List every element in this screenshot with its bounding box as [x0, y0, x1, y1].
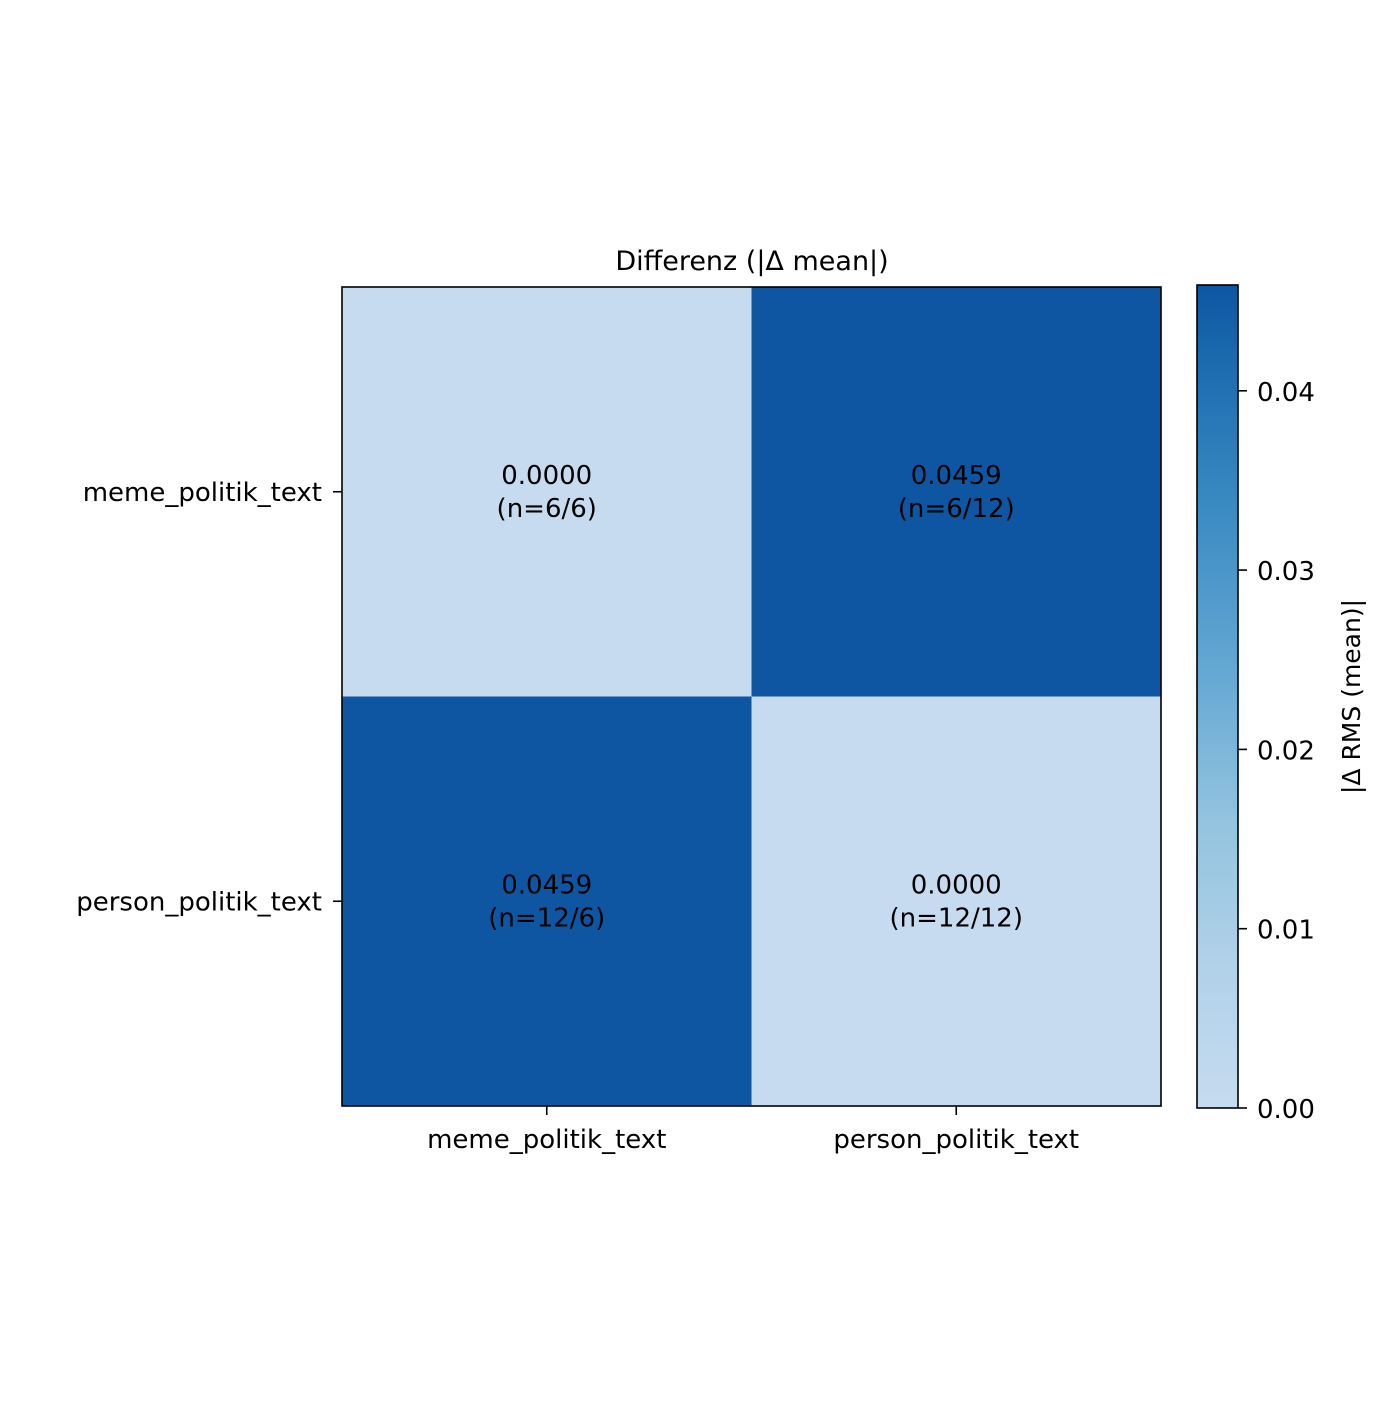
x-tick-label: person_politik_text	[833, 1125, 1079, 1155]
cell-value-label: 0.0459	[501, 870, 592, 900]
cell-count-label: (n=12/6)	[488, 903, 605, 933]
colorbar-gradient	[1197, 285, 1238, 1108]
colorbar-tick-label: 0.04	[1257, 378, 1315, 408]
heatmap-cells: 0.0000(n=6/6)0.0459(n=6/12)0.0459(n=12/6…	[342, 287, 1162, 1107]
colorbar-tick-label: 0.02	[1257, 736, 1315, 766]
colorbar-tick-label: 0.03	[1257, 557, 1315, 587]
cell-count-label: (n=12/12)	[890, 903, 1023, 933]
colorbar-label: |Δ RMS (mean)|	[1337, 599, 1366, 794]
heatmap-cell	[751, 696, 1162, 1107]
y-tick-label: person_politik_text	[76, 887, 322, 917]
heatmap-cell	[342, 696, 752, 1107]
colorbar-tick-label: 0.01	[1257, 916, 1315, 946]
cell-value-label: 0.0000	[501, 461, 592, 491]
cell-value-label: 0.0459	[911, 461, 1002, 491]
plot-frame	[341, 286, 1162, 1107]
cell-count-label: (n=6/12)	[898, 494, 1015, 524]
cell-count-label: (n=6/6)	[497, 494, 597, 524]
axes: meme_politik_textperson_politik_textmeme…	[76, 478, 1079, 1155]
cell-value-label: 0.0000	[911, 870, 1002, 900]
colorbar: |Δ RMS (mean)| 0.00 0.01 0.02 0.03 0.04	[1196, 284, 1366, 1125]
colorbar-tick-label: 0.00	[1257, 1095, 1315, 1125]
heatmap-cell	[342, 287, 752, 697]
heatmap-cell	[751, 287, 1162, 697]
chart-title: Differenz (|Δ mean|)	[615, 246, 888, 277]
colorbar-frame	[1196, 284, 1239, 1109]
x-tick-label: meme_politik_text	[427, 1125, 666, 1155]
y-tick-label: meme_politik_text	[83, 478, 322, 508]
